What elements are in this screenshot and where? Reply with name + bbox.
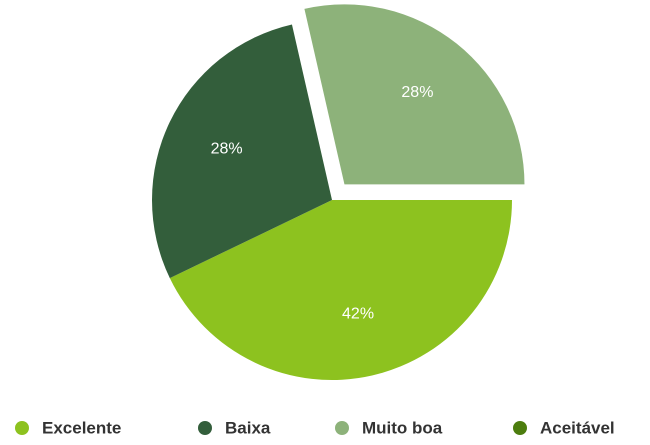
legend-marker [335, 421, 349, 435]
value-label: 42% [342, 305, 374, 322]
legend-label: Aceitável [540, 418, 615, 437]
pie-slice [152, 24, 332, 279]
legend-marker [513, 421, 527, 435]
legend-label: Muito boa [362, 418, 443, 437]
legend-label: Baixa [225, 418, 271, 437]
value-label: 28% [211, 140, 243, 157]
pie-slice [169, 200, 512, 380]
legend-label: Excelente [42, 418, 121, 437]
legend-marker [198, 421, 212, 435]
pie-slice [304, 4, 525, 185]
legend-marker [15, 421, 29, 435]
value-label: 28% [401, 84, 433, 101]
